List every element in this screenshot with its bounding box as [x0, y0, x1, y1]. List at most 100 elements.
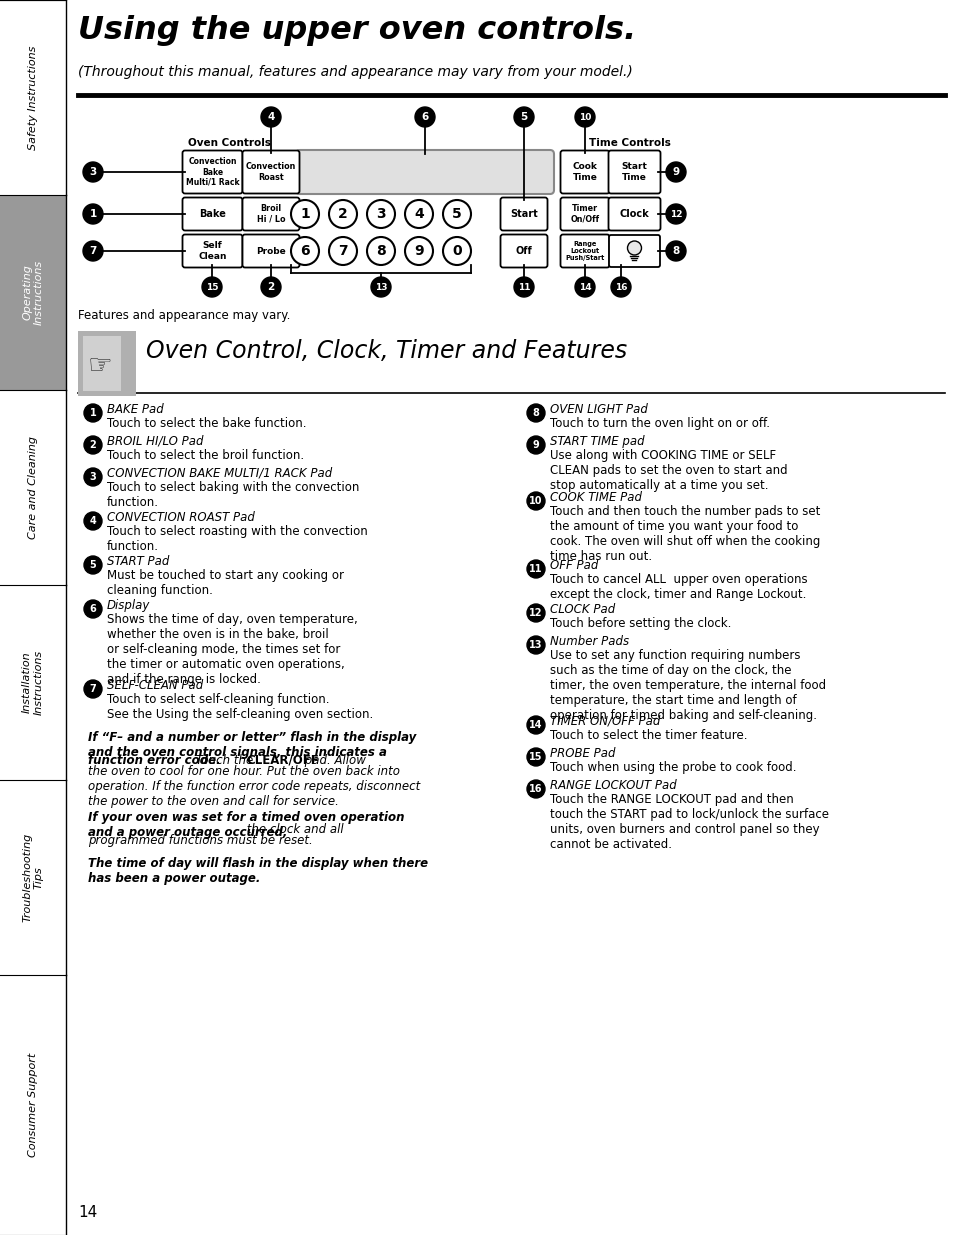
Text: Touch to turn the oven light on or off.: Touch to turn the oven light on or off. — [550, 417, 769, 430]
Text: COOK TIME Pad: COOK TIME Pad — [550, 492, 641, 504]
Text: Start: Start — [510, 209, 537, 219]
Text: Range
Lockout
Push/Start: Range Lockout Push/Start — [565, 241, 604, 261]
Text: Touch to cancel ALL  upper oven operations
except the clock, timer and Range Loc: Touch to cancel ALL upper oven operation… — [550, 573, 807, 601]
Text: The time of day will flash in the display when there
has been a power outage.: The time of day will flash in the displa… — [88, 857, 428, 885]
FancyBboxPatch shape — [500, 235, 547, 268]
Text: Probe: Probe — [255, 247, 286, 256]
FancyBboxPatch shape — [608, 235, 659, 267]
Circle shape — [514, 107, 534, 127]
Text: 10: 10 — [578, 112, 591, 121]
Circle shape — [442, 200, 471, 228]
Circle shape — [665, 162, 685, 182]
Text: Care and Cleaning: Care and Cleaning — [28, 436, 38, 538]
Text: Operating
Instructions: Operating Instructions — [22, 259, 44, 325]
Text: 6: 6 — [421, 112, 428, 122]
Text: Using the upper oven controls.: Using the upper oven controls. — [78, 15, 636, 46]
Circle shape — [329, 200, 356, 228]
Text: Clock: Clock — [619, 209, 649, 219]
FancyBboxPatch shape — [242, 235, 299, 268]
Circle shape — [514, 277, 534, 296]
Text: CONVECTION ROAST Pad: CONVECTION ROAST Pad — [107, 511, 254, 524]
Text: 7: 7 — [337, 245, 348, 258]
Text: Oven Control, Clock, Timer and Features: Oven Control, Clock, Timer and Features — [146, 338, 626, 363]
Text: Touch when using the probe to cook food.: Touch when using the probe to cook food. — [550, 761, 796, 774]
Text: 15: 15 — [529, 752, 542, 762]
Text: Touch and then touch the number pads to set
the amount of time you want your foo: Touch and then touch the number pads to … — [550, 505, 820, 563]
Text: 1: 1 — [300, 207, 310, 221]
Bar — [83, 336, 121, 391]
Text: programmed functions must be reset.: programmed functions must be reset. — [88, 835, 313, 847]
FancyBboxPatch shape — [500, 198, 547, 231]
Text: 8: 8 — [672, 246, 679, 256]
Circle shape — [405, 200, 433, 228]
Text: TIMER ON/OFF Pad: TIMER ON/OFF Pad — [550, 715, 659, 727]
Circle shape — [526, 436, 544, 454]
Text: START TIME pad: START TIME pad — [550, 435, 644, 448]
Text: 3: 3 — [375, 207, 385, 221]
Text: 13: 13 — [529, 640, 542, 650]
Text: Start
Time: Start Time — [621, 162, 647, 182]
Circle shape — [526, 604, 544, 622]
Text: Use to set any function requiring numbers
such as the time of day on the clock, : Use to set any function requiring number… — [550, 650, 825, 722]
Bar — [0, 0, 66, 195]
FancyBboxPatch shape — [182, 198, 242, 231]
Text: OFF Pad: OFF Pad — [550, 559, 598, 572]
Text: 12: 12 — [529, 608, 542, 618]
Text: 12: 12 — [669, 210, 681, 219]
Circle shape — [526, 559, 544, 578]
Circle shape — [291, 237, 318, 266]
Text: Self
Clean: Self Clean — [198, 241, 227, 261]
Text: If “F– and a number or letter” flash in the display
and the oven control signals: If “F– and a number or letter” flash in … — [88, 731, 416, 760]
Circle shape — [526, 716, 544, 734]
Text: Touch to select baking with the convection
function.: Touch to select baking with the convecti… — [107, 480, 359, 509]
Text: Broil
Hi / Lo: Broil Hi / Lo — [256, 204, 285, 224]
Text: 8: 8 — [532, 408, 538, 417]
Text: Must be touched to start any cooking or
cleaning function.: Must be touched to start any cooking or … — [107, 569, 344, 597]
Bar — [0, 390, 66, 585]
Circle shape — [627, 241, 640, 254]
Text: Number Pads: Number Pads — [550, 635, 628, 648]
FancyBboxPatch shape — [295, 149, 554, 194]
Circle shape — [84, 680, 102, 698]
Text: Oven Controls: Oven Controls — [189, 138, 272, 148]
Text: 4: 4 — [414, 207, 423, 221]
Text: 5: 5 — [452, 207, 461, 221]
Text: Touch to select the broil function.: Touch to select the broil function. — [107, 450, 304, 462]
Text: SELF-CLEAN Pad: SELF-CLEAN Pad — [107, 679, 203, 692]
Text: CLEAR/OFF: CLEAR/OFF — [246, 755, 318, 767]
FancyBboxPatch shape — [608, 151, 659, 194]
Text: 7: 7 — [90, 246, 96, 256]
FancyBboxPatch shape — [242, 151, 299, 194]
Circle shape — [84, 600, 102, 618]
Text: 2: 2 — [90, 440, 96, 450]
Circle shape — [84, 556, 102, 574]
Text: 9: 9 — [414, 245, 423, 258]
Text: 1: 1 — [90, 408, 96, 417]
Circle shape — [415, 107, 435, 127]
Text: 6: 6 — [90, 604, 96, 614]
Text: 14: 14 — [578, 283, 591, 291]
Text: Touch to select the timer feature.: Touch to select the timer feature. — [550, 729, 747, 742]
Text: Touch to select the bake function.: Touch to select the bake function. — [107, 417, 306, 430]
Text: Convection
Bake
Multi/1 Rack: Convection Bake Multi/1 Rack — [186, 157, 239, 186]
FancyBboxPatch shape — [182, 151, 242, 194]
Circle shape — [84, 404, 102, 422]
Text: 13: 13 — [375, 283, 387, 291]
Text: Shows the time of day, oven temperature,
whether the oven is in the bake, broil
: Shows the time of day, oven temperature,… — [107, 613, 357, 685]
Text: 9: 9 — [532, 440, 538, 450]
Text: If your oven was set for a timed oven operation
and a power outage occurred,: If your oven was set for a timed oven op… — [88, 811, 404, 840]
Circle shape — [84, 468, 102, 487]
Text: PROBE Pad: PROBE Pad — [550, 747, 615, 760]
Text: (Throughout this manual, features and appearance may vary from your model.): (Throughout this manual, features and ap… — [78, 65, 632, 79]
Bar — [0, 585, 66, 781]
Text: Consumer Support: Consumer Support — [28, 1053, 38, 1157]
Text: 14: 14 — [529, 720, 542, 730]
Circle shape — [329, 237, 356, 266]
Circle shape — [665, 241, 685, 261]
Text: ☞: ☞ — [88, 352, 112, 380]
Text: Cook
Time: Cook Time — [572, 162, 597, 182]
Text: 4: 4 — [267, 112, 274, 122]
Text: 8: 8 — [375, 245, 385, 258]
Text: OVEN LIGHT Pad: OVEN LIGHT Pad — [550, 403, 647, 416]
Circle shape — [84, 513, 102, 530]
